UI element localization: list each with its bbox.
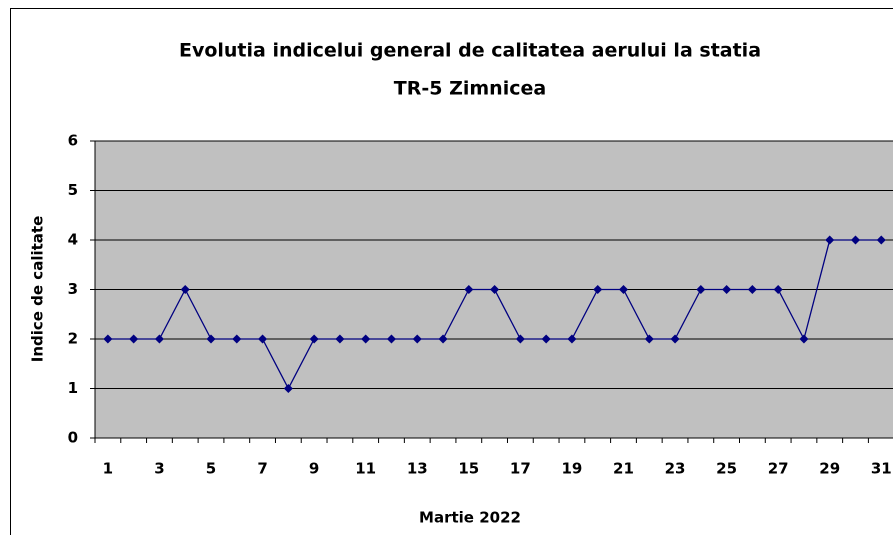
x-tick-label: 9	[309, 460, 319, 478]
x-tick-label: 23	[665, 460, 686, 478]
x-tick-label: 19	[561, 460, 582, 478]
y-tick-label: 6	[68, 132, 78, 150]
x-tick-label: 13	[407, 460, 428, 478]
data-point	[593, 285, 603, 294]
x-tick-label: 3	[154, 460, 164, 478]
x-tick-label: 7	[257, 460, 267, 478]
x-tick-label: 15	[458, 460, 479, 478]
y-tick-label: 5	[68, 181, 78, 199]
data-point	[180, 285, 190, 294]
data-point	[103, 334, 113, 344]
data-point	[876, 235, 886, 245]
data-point	[851, 235, 861, 245]
data-point	[309, 334, 319, 344]
x-tick-label: 29	[819, 460, 840, 478]
data-point	[129, 334, 139, 344]
data-point	[335, 334, 345, 344]
data-point	[825, 235, 835, 245]
y-tick-label: 3	[68, 280, 78, 298]
y-tick-label: 1	[68, 379, 78, 397]
data-point	[206, 334, 216, 344]
x-tick-label: 17	[510, 460, 531, 478]
chart-title: Evolutia indicelui general de calitatea …	[179, 40, 761, 62]
x-tick-label: 25	[716, 460, 737, 478]
data-point	[618, 285, 628, 294]
data-point	[644, 334, 654, 344]
y-axis-title: Indice de calitate	[29, 216, 47, 363]
data-point	[490, 285, 500, 294]
x-tick-label: 1	[103, 460, 113, 478]
chart-title: TR-5 Zimnicea	[394, 78, 546, 100]
data-point	[232, 334, 242, 344]
data-point	[696, 285, 706, 294]
x-axis-title: Martie 2022	[419, 509, 521, 527]
data-point	[438, 334, 448, 344]
data-point	[670, 334, 680, 344]
data-point	[361, 334, 371, 344]
data-point	[567, 334, 577, 344]
data-point	[722, 285, 732, 294]
x-tick-label: 11	[355, 460, 376, 478]
y-tick-label: 2	[68, 330, 78, 348]
data-point	[799, 334, 809, 344]
data-point	[283, 384, 293, 393]
x-tick-label: 21	[613, 460, 634, 478]
data-point	[464, 285, 474, 294]
y-tick-label: 4	[68, 231, 78, 249]
chart-border	[10, 8, 893, 535]
data-point	[515, 334, 525, 344]
y-tick-label: 0	[68, 429, 78, 447]
data-point	[541, 334, 551, 344]
data-point	[747, 285, 757, 294]
x-tick-label: 27	[768, 460, 789, 478]
data-point	[258, 334, 268, 344]
data-point	[154, 334, 164, 344]
data-point	[412, 334, 422, 344]
x-tick-label: 31	[871, 460, 892, 478]
x-tick-label: 5	[206, 460, 216, 478]
data-point	[773, 285, 783, 294]
data-point	[386, 334, 396, 344]
